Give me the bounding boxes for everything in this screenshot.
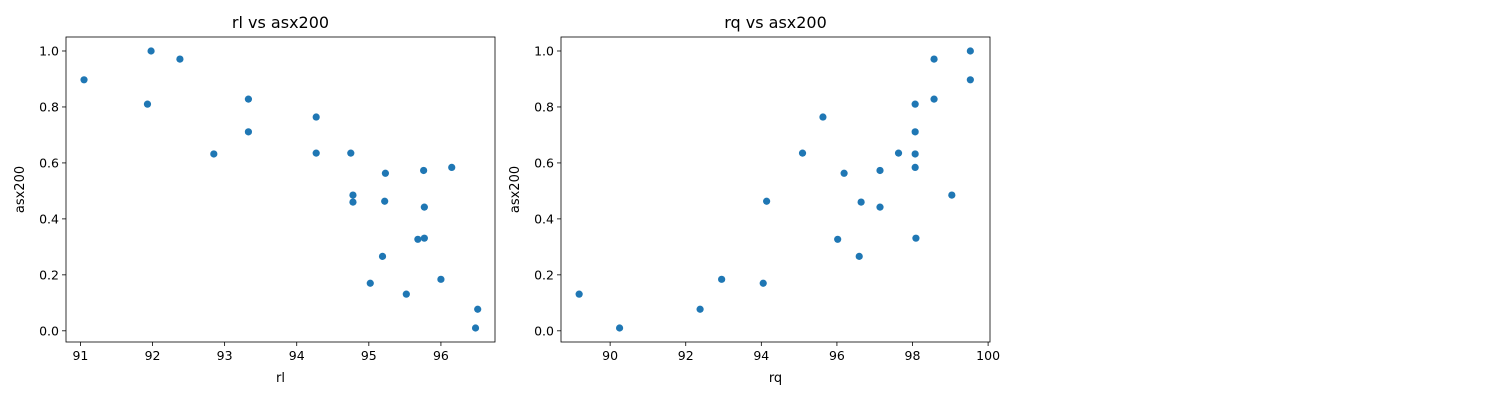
data-point <box>244 95 253 103</box>
x-tick-label: 95 <box>361 348 377 363</box>
y-tick-label: 0.2 <box>534 267 554 282</box>
data-point <box>966 76 974 84</box>
y-tick-label: 1.0 <box>534 43 554 58</box>
y-tick-label: 0.6 <box>39 155 59 170</box>
data-point <box>312 149 320 157</box>
plot-area <box>65 36 496 343</box>
x-tick-label: 94 <box>289 348 305 363</box>
data-point <box>763 197 771 205</box>
x-tick-label: 98 <box>905 348 921 363</box>
y-tick-label: 0.4 <box>39 211 59 226</box>
data-point <box>402 290 410 298</box>
chart-title: rl vs asx200 <box>232 13 329 32</box>
x-tick-label: 93 <box>217 348 233 363</box>
x-axis-label: rl <box>276 371 285 386</box>
data-point <box>437 275 445 283</box>
data-point <box>966 47 974 55</box>
data-point <box>857 198 865 206</box>
data-point <box>615 324 624 332</box>
chart-panel-1: rl vs asx200 91 92 93 94 95 96 0.0 0.2 0.4 0.6 0.8 1… <box>13 13 496 386</box>
x-tick-label: 92 <box>678 348 694 363</box>
data-point <box>912 234 920 242</box>
y-tick-label: 0.0 <box>534 323 554 338</box>
data-point <box>948 191 956 199</box>
data-point <box>474 305 482 313</box>
data-point <box>798 149 807 157</box>
y-tick-label: 0.4 <box>534 211 554 226</box>
data-point <box>420 234 428 242</box>
data-point <box>210 150 218 158</box>
chart-panel-2: rq vs asx200 90 92 94 96 98 100 0.0 0.2 0.4 0.6 0.8… <box>508 13 1000 386</box>
data-point <box>80 76 88 84</box>
data-point <box>347 149 355 157</box>
x-tick-label: 92 <box>145 348 161 363</box>
y-tick-label: 0.8 <box>39 99 59 114</box>
data-point <box>176 55 184 63</box>
data-point <box>471 324 480 332</box>
data-point <box>378 252 387 260</box>
data-point <box>448 163 456 171</box>
y-axis-label: asx200 <box>508 166 523 213</box>
x-tick-label: 96 <box>433 348 449 363</box>
x-tick-label: 94 <box>753 348 769 363</box>
y-tick-label: 0.6 <box>534 155 554 170</box>
x-tick-label: 100 <box>976 348 1000 363</box>
data-point <box>696 305 704 313</box>
x-tick-label: 91 <box>72 348 88 363</box>
data-point <box>718 275 726 283</box>
x-tick-label: 96 <box>829 348 845 363</box>
data-point <box>819 113 827 121</box>
data-point <box>855 252 863 260</box>
y-tick-label: 1.0 <box>39 43 59 58</box>
y-axis-label: asx200 <box>13 166 28 213</box>
chart-title: rq vs asx200 <box>724 13 827 32</box>
data-point <box>930 55 938 63</box>
data-point <box>876 166 884 175</box>
data-point <box>894 149 903 157</box>
data-point <box>911 150 919 158</box>
data-point <box>420 166 428 175</box>
y-tick-label: 0.2 <box>39 267 59 282</box>
x-tick-label: 90 <box>602 348 618 363</box>
data-point <box>366 279 374 287</box>
x-axis-label: rq <box>769 371 782 386</box>
data-point <box>911 163 919 171</box>
data-point <box>759 279 767 287</box>
data-point <box>575 290 583 298</box>
data-point <box>834 235 842 243</box>
data-point <box>381 169 390 177</box>
plot-area <box>560 36 991 343</box>
data-point <box>414 235 422 243</box>
data-point <box>911 128 919 136</box>
data-point <box>312 113 320 121</box>
data-point <box>349 198 357 206</box>
data-point <box>840 169 848 177</box>
data-point <box>911 100 919 108</box>
data-point <box>930 95 938 103</box>
y-tick-label: 0.0 <box>39 323 59 338</box>
data-point <box>143 100 152 108</box>
y-tick-label: 0.8 <box>534 99 554 114</box>
data-point <box>244 128 253 136</box>
data-point <box>349 191 357 199</box>
data-point <box>420 203 428 211</box>
data-point <box>381 197 389 205</box>
data-point <box>876 203 884 211</box>
data-point <box>147 47 155 55</box>
